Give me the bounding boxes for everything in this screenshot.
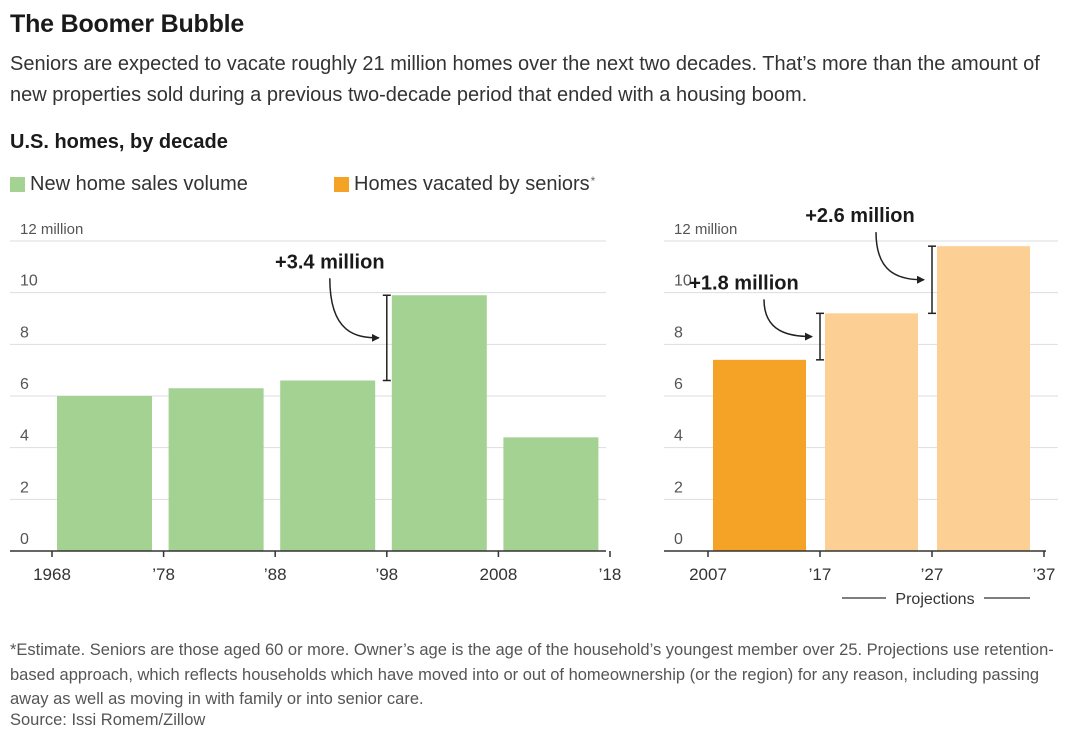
projections-label: Projections	[895, 591, 974, 608]
bar-1998–2008	[391, 295, 487, 551]
legend-item-homes-vacated: Homes vacated by seniors *	[334, 173, 595, 196]
x-tick-label: 2008	[479, 565, 517, 584]
annotation-label: +3.4 million	[275, 251, 384, 273]
annotation-arrow	[875, 232, 925, 284]
y-tick-label: 2	[674, 479, 683, 496]
y-tick-label: 6	[674, 376, 683, 393]
y-tick-label: 2	[20, 479, 29, 496]
bar-2017–27	[825, 313, 918, 551]
x-tick-label: ’78	[152, 565, 175, 584]
y-tick-label: 0	[674, 531, 683, 548]
y-tick-label: 0	[20, 531, 29, 548]
x-tick-label: ’88	[264, 565, 287, 584]
x-tick-label: ’27	[921, 565, 944, 584]
y-tick-label: 8	[20, 324, 29, 341]
annotation-arrow	[329, 278, 380, 342]
y-tick-label: 4	[674, 428, 683, 445]
legend-swatch-green	[10, 177, 25, 192]
y-tick-label: 8	[674, 324, 683, 341]
x-tick-label: 1968	[33, 565, 71, 584]
bar-1988–98	[280, 380, 376, 551]
y-tick-label: 6	[20, 376, 29, 393]
footnote: *Estimate. Seniors are those aged 60 or …	[10, 641, 1054, 708]
annotation-label: +2.6 million	[805, 205, 914, 227]
right-chart-homes-vacated: 0 2 4 6 8 10 12 million 2007 ’17 ’27 ’37 +1.8 milli…	[664, 205, 1058, 608]
bar-2008–18	[503, 437, 599, 551]
section-label: U.S. homes, by decade	[10, 131, 228, 153]
legend-label-new-home-sales: New home sales volume	[30, 173, 248, 195]
x-tick-label: ’37	[1033, 565, 1056, 584]
y-tick-label: 12 million	[674, 221, 737, 238]
bar-2027–37	[937, 246, 1030, 551]
x-tick-label: ’18	[599, 565, 622, 584]
legend-item-new-home-sales: New home sales volume	[10, 173, 248, 196]
y-tick-label: 10	[20, 273, 38, 290]
x-tick-label: ’17	[809, 565, 832, 584]
legend-label-homes-vacated: Homes vacated by seniors	[354, 173, 590, 195]
legend-asterisk: *	[590, 173, 596, 188]
legend-swatch-orange	[334, 177, 349, 192]
source-credit: Source: Issi Romem/Zillow	[10, 711, 206, 729]
x-tick-label: ’98	[375, 565, 398, 584]
y-tick-label: 12 million	[20, 221, 83, 238]
left-chart-new-home-sales: 0 2 4 6 8 10 12 million 1968 ’78 ’88 ’98 2008 ’18 +3.…	[10, 221, 621, 584]
y-tick-label: 10	[674, 273, 692, 290]
bar-1968–78	[57, 396, 152, 551]
chart-subtitle: Seniors are expected to vacate roughly 2…	[10, 53, 1040, 106]
annotation-label: +1.8 million	[689, 272, 798, 294]
chart-title: The Boomer Bubble	[10, 10, 245, 38]
bar-1978–88	[168, 388, 264, 551]
bar-2007–17	[713, 359, 806, 551]
bar-charts: 0 2 4 6 8 10 12 million 1968 ’78 ’88 ’98 2008 ’18 +3.…	[10, 205, 1058, 608]
x-tick-label: 2007	[689, 565, 727, 584]
annotation-arrow	[763, 299, 813, 341]
y-tick-label: 4	[20, 428, 29, 445]
